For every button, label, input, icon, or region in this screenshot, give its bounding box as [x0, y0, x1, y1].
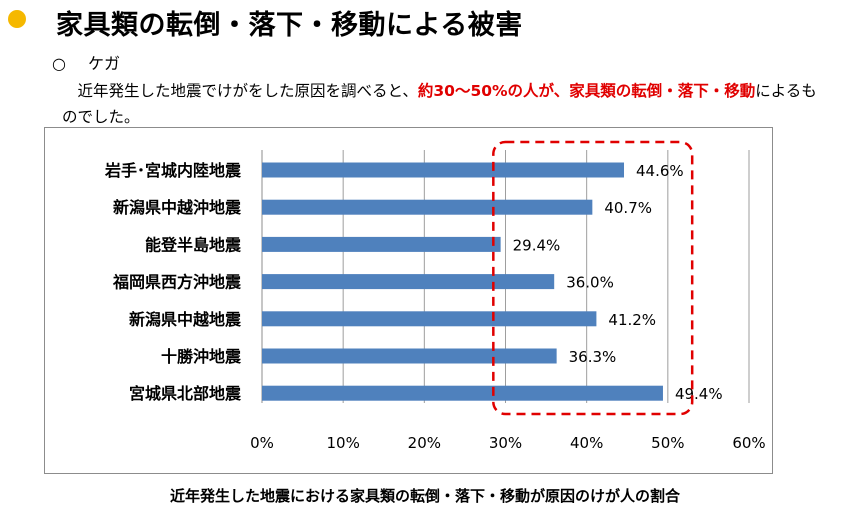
category-label: 新潟県中越地震 — [129, 310, 242, 329]
section-marker: ○ — [52, 54, 66, 73]
value-label: 36.3% — [569, 348, 617, 366]
bar — [262, 162, 625, 178]
x-tick-label: 50% — [651, 434, 684, 452]
paragraph-tail: によるものでした。 — [62, 82, 817, 126]
intro-paragraph: 近年発生した地震でけがをした原因を調べると、約30～50%の人が、家具類の転倒・… — [62, 78, 827, 130]
category-label: 福岡県西方沖地震 — [112, 273, 242, 292]
page-title: 家具類の転倒・落下・移動による被害 — [56, 10, 523, 41]
bar — [262, 311, 597, 327]
bar — [262, 348, 557, 364]
x-tick-label: 40% — [570, 434, 603, 452]
category-label: 能登半島地震 — [145, 235, 242, 254]
paragraph-lead: 近年発生した地震でけがをした原因を調べると、 — [77, 82, 418, 100]
x-tick-label: 0% — [250, 434, 274, 452]
value-label: 29.4% — [513, 236, 561, 254]
value-label: 41.2% — [608, 311, 656, 329]
category-label: 十勝沖地震 — [161, 347, 242, 366]
paragraph-highlight: 約30～50%の人が、家具類の転倒・落下・移動 — [417, 82, 756, 100]
section-label: ケガ — [88, 54, 121, 73]
highlight-box — [492, 140, 694, 416]
injury-cause-bar-chart: 岩手･宮城内陸地震 44.6% 新潟県中越沖地震 40.7% 能登半島地震 29.4% 福岡… — [104, 140, 766, 452]
bar — [262, 274, 555, 290]
value-label: 36.0% — [566, 274, 614, 292]
x-tick-label: 20% — [408, 434, 441, 452]
x-tick-label: 60% — [732, 434, 765, 452]
title-bullet-dot — [8, 10, 26, 28]
chart-frame: 岩手･宮城内陸地震 44.6% 新潟県中越沖地震 40.7% 能登半島地震 29.4% 福岡… — [44, 127, 773, 474]
chart-caption: 近年発生した地震における家具類の転倒・落下・移動が原因のけが人の割合 — [169, 487, 680, 505]
x-tick-label: 10% — [326, 434, 359, 452]
category-label: 宮城県北部地震 — [129, 384, 242, 403]
category-label: 岩手･宮城内陸地震 — [104, 161, 242, 180]
x-tick-label: 30% — [489, 434, 522, 452]
bar — [262, 385, 663, 401]
value-label: 49.4% — [675, 385, 723, 403]
value-label: 40.7% — [604, 199, 652, 217]
section-heading: ○ ケガ — [52, 50, 120, 74]
value-label: 44.6% — [636, 162, 684, 180]
bar — [262, 236, 501, 252]
category-label: 新潟県中越沖地震 — [113, 198, 242, 217]
bar — [262, 199, 593, 215]
